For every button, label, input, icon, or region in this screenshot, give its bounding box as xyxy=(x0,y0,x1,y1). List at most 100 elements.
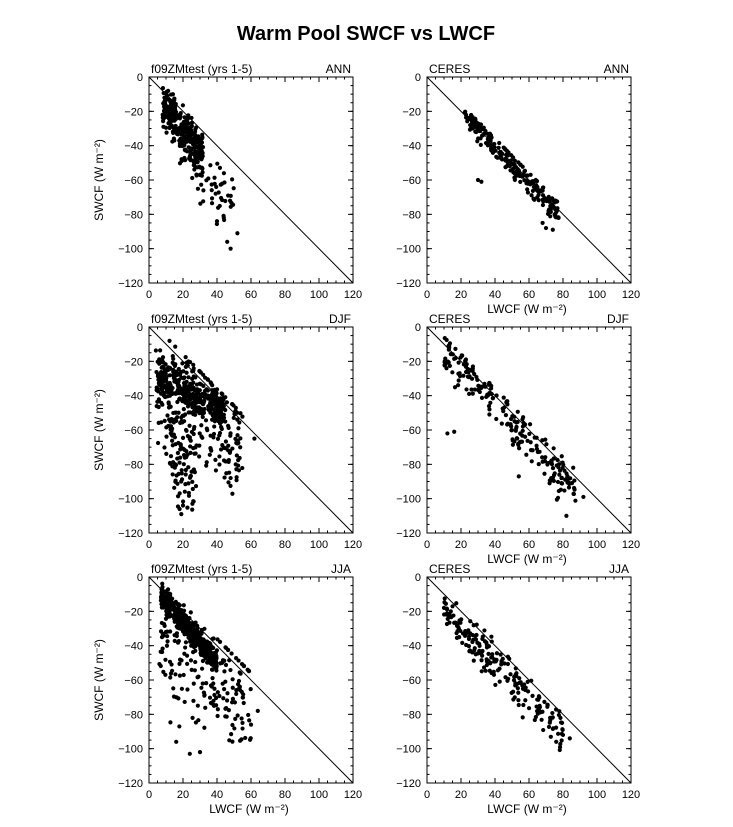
scatter-point xyxy=(501,395,506,400)
scatter-point xyxy=(185,116,190,121)
scatter-point xyxy=(180,503,186,508)
scatter-point xyxy=(217,462,222,467)
scatter-point xyxy=(486,651,491,657)
scatter-point xyxy=(163,616,169,621)
x-axis-label: LWCF (W m⁻²) xyxy=(487,552,566,566)
figure-title: Warm Pool SWCF vs LWCF xyxy=(237,23,495,45)
scatter-point xyxy=(189,643,194,648)
scatter-point xyxy=(186,635,191,640)
scatter-point xyxy=(182,386,187,391)
scatter-point xyxy=(489,639,494,644)
scatter-point xyxy=(516,474,521,479)
scatter-point xyxy=(187,751,192,756)
scatter-point xyxy=(177,460,182,465)
scatter-point xyxy=(210,676,215,681)
scatter-point xyxy=(482,628,487,633)
scatter-point xyxy=(530,188,536,194)
panel-4: 0 20 40 60 80 100 120 0 −20 −40 −60 −80 −100 −120 CERE… xyxy=(396,312,640,566)
scatter-point xyxy=(199,165,205,170)
scatter-point xyxy=(452,385,458,390)
scatter-point xyxy=(194,400,199,405)
scatter-point xyxy=(497,140,502,146)
scatter-point xyxy=(478,142,483,147)
scatter-point xyxy=(228,483,233,488)
scatter-point xyxy=(227,658,232,663)
scatter-point xyxy=(540,193,546,198)
scatter-point xyxy=(529,459,534,464)
scatter-point xyxy=(159,620,164,626)
scatter-point xyxy=(537,449,542,454)
scatter-point xyxy=(564,513,569,518)
y-tick-label: −80 xyxy=(124,709,143,721)
scatter-point xyxy=(207,452,212,457)
scatter-point xyxy=(229,732,234,737)
scatter-point xyxy=(181,413,186,418)
scatter-point xyxy=(215,436,221,441)
scatter-point xyxy=(557,468,563,473)
scatter-point xyxy=(185,687,190,692)
scatter-point xyxy=(220,392,225,397)
y-axis-label: SWCF (W m⁻²) xyxy=(92,389,106,471)
scatter-point xyxy=(165,587,171,592)
x-tick-label: 0 xyxy=(424,539,430,551)
y-tick-label: 0 xyxy=(415,72,421,84)
scatter-points xyxy=(157,581,260,756)
scatter-point xyxy=(155,440,161,446)
scatter-point xyxy=(230,491,235,496)
scatter-point xyxy=(525,190,531,195)
scatter-point xyxy=(202,626,207,631)
scatter-point xyxy=(209,182,214,187)
scatter-point xyxy=(501,409,506,414)
scatter-point xyxy=(203,655,208,661)
scatter-point xyxy=(491,147,496,152)
y-tick-label: 0 xyxy=(415,572,421,584)
scatter-point xyxy=(175,481,180,486)
scatter-point xyxy=(195,159,200,164)
scatter-point xyxy=(222,686,227,692)
scatter-point xyxy=(188,151,193,156)
scatter-point xyxy=(193,451,198,456)
scatter-point xyxy=(521,702,526,708)
x-tick-label: 40 xyxy=(489,539,501,551)
scatter-point xyxy=(176,377,182,382)
scatter-point xyxy=(210,383,215,388)
scatter-point xyxy=(228,431,233,436)
scatter-point xyxy=(177,661,182,666)
scatter-point xyxy=(215,637,220,642)
x-tick-label: 0 xyxy=(146,789,152,801)
scatter-point xyxy=(469,387,474,392)
scatter-point xyxy=(536,462,541,467)
scatter-point xyxy=(156,420,161,425)
scatter-point xyxy=(223,395,228,400)
scatter-point xyxy=(161,90,166,96)
scatter-point xyxy=(167,125,172,131)
scatter-point xyxy=(182,489,187,494)
scatter-point xyxy=(180,103,186,108)
scatter-point xyxy=(483,668,488,673)
scatter-point xyxy=(505,654,511,659)
scatter-point xyxy=(154,369,159,375)
scatter-point xyxy=(560,732,566,738)
scatter-point xyxy=(450,370,455,375)
scatter-point xyxy=(204,681,209,686)
scatter-point xyxy=(543,225,549,231)
y-tick-label: −40 xyxy=(402,141,421,153)
scatter-point xyxy=(473,637,479,642)
scatter-point xyxy=(170,596,175,601)
scatter-point xyxy=(179,141,184,146)
scatter-point xyxy=(170,438,175,443)
scatter-point xyxy=(188,444,193,449)
scatter-point xyxy=(181,611,186,616)
scatter-point xyxy=(176,385,181,390)
scatter-point xyxy=(172,98,177,103)
scatter-point xyxy=(487,668,492,673)
scatter-point xyxy=(503,412,509,418)
scatter-point xyxy=(201,410,206,415)
scatter-point xyxy=(248,687,253,692)
scatter-point xyxy=(184,653,190,658)
scatter-point xyxy=(481,665,487,670)
scatter-point xyxy=(224,714,229,719)
scatter-point xyxy=(177,625,182,631)
scatter-point xyxy=(211,703,217,708)
scatter-point xyxy=(194,172,199,177)
